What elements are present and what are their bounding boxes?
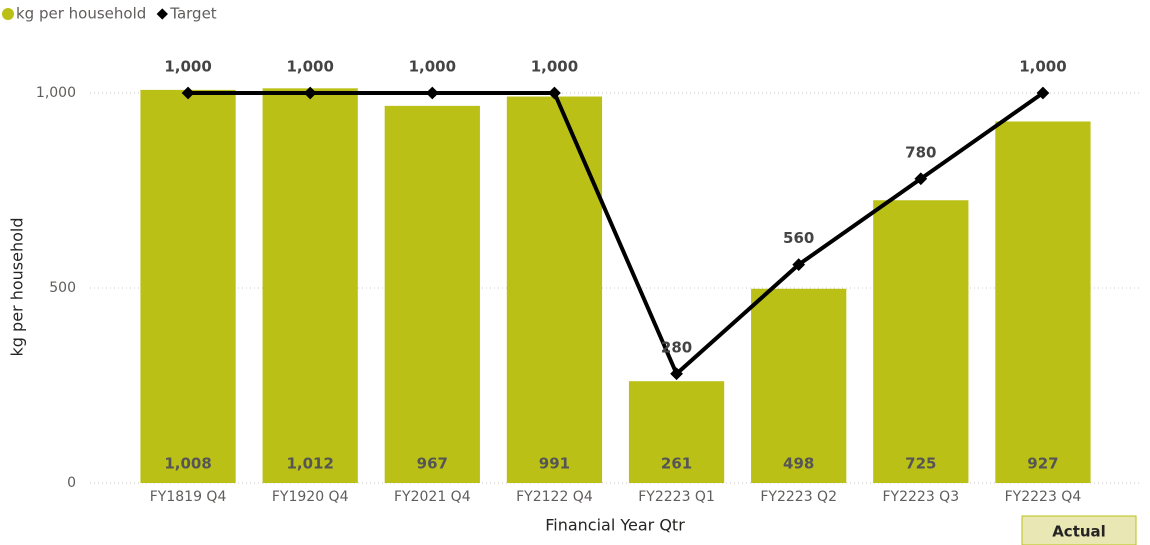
target-value-label: 560 [783,229,814,247]
target-marker [425,86,439,100]
bar-value-label: 927 [1027,455,1058,473]
bar-value-label: 991 [539,455,570,473]
x-tick-label: FY2223 Q4 [1005,489,1082,505]
legend-label: kg per household [16,5,146,23]
bar [873,200,969,483]
bar [628,381,725,483]
target-value-label: 1,000 [164,58,211,76]
bar-value-label: 261 [661,455,692,473]
bar [262,88,358,483]
bar-value-label: 1,012 [286,455,333,473]
y-tick-label: 500 [49,280,76,296]
target-value-label: 1,000 [1019,58,1066,76]
target-value-label: 1,000 [409,58,456,76]
target-value-label: 1,000 [286,58,333,76]
bar-value-label: 967 [417,455,448,473]
button-background[interactable] [1021,515,1137,545]
y-tick-label: 0 [67,475,76,491]
bar [751,288,847,483]
target-value-label: 1,000 [531,58,578,76]
x-tick-label: FY2223 Q3 [883,489,960,505]
bar-value-label: 498 [783,455,814,473]
y-tick-label: 1,000 [36,85,76,101]
legend-label: Target [169,5,217,23]
legend-marker [2,8,14,20]
bar [384,105,480,484]
bar [140,89,236,483]
bar [995,121,1091,483]
target-marker [181,86,195,100]
bar-value-label: 1,008 [164,455,211,473]
y-axis-label: kg per household [8,218,27,357]
target-line [188,91,1045,378]
x-tick-label: FY2223 Q1 [638,489,715,505]
bar [506,96,603,483]
target-value-label: 780 [905,143,936,161]
actual-button[interactable]: Actual [1021,515,1137,545]
x-tick-label: FY2021 Q4 [394,489,471,505]
x-tick-label: FY1920 Q4 [272,489,349,505]
legend-marker [156,8,168,20]
x-tick-label: FY2122 Q4 [516,489,593,505]
button-label[interactable]: Actual [1052,523,1106,541]
bar-value-label: 725 [905,455,936,473]
x-tick-label: FY2223 Q2 [760,489,837,505]
target-value-label: 280 [661,338,692,356]
x-tick-label: FY1819 Q4 [150,489,227,505]
target-marker [303,86,317,100]
x-axis-label: Financial Year Qtr [545,516,685,535]
